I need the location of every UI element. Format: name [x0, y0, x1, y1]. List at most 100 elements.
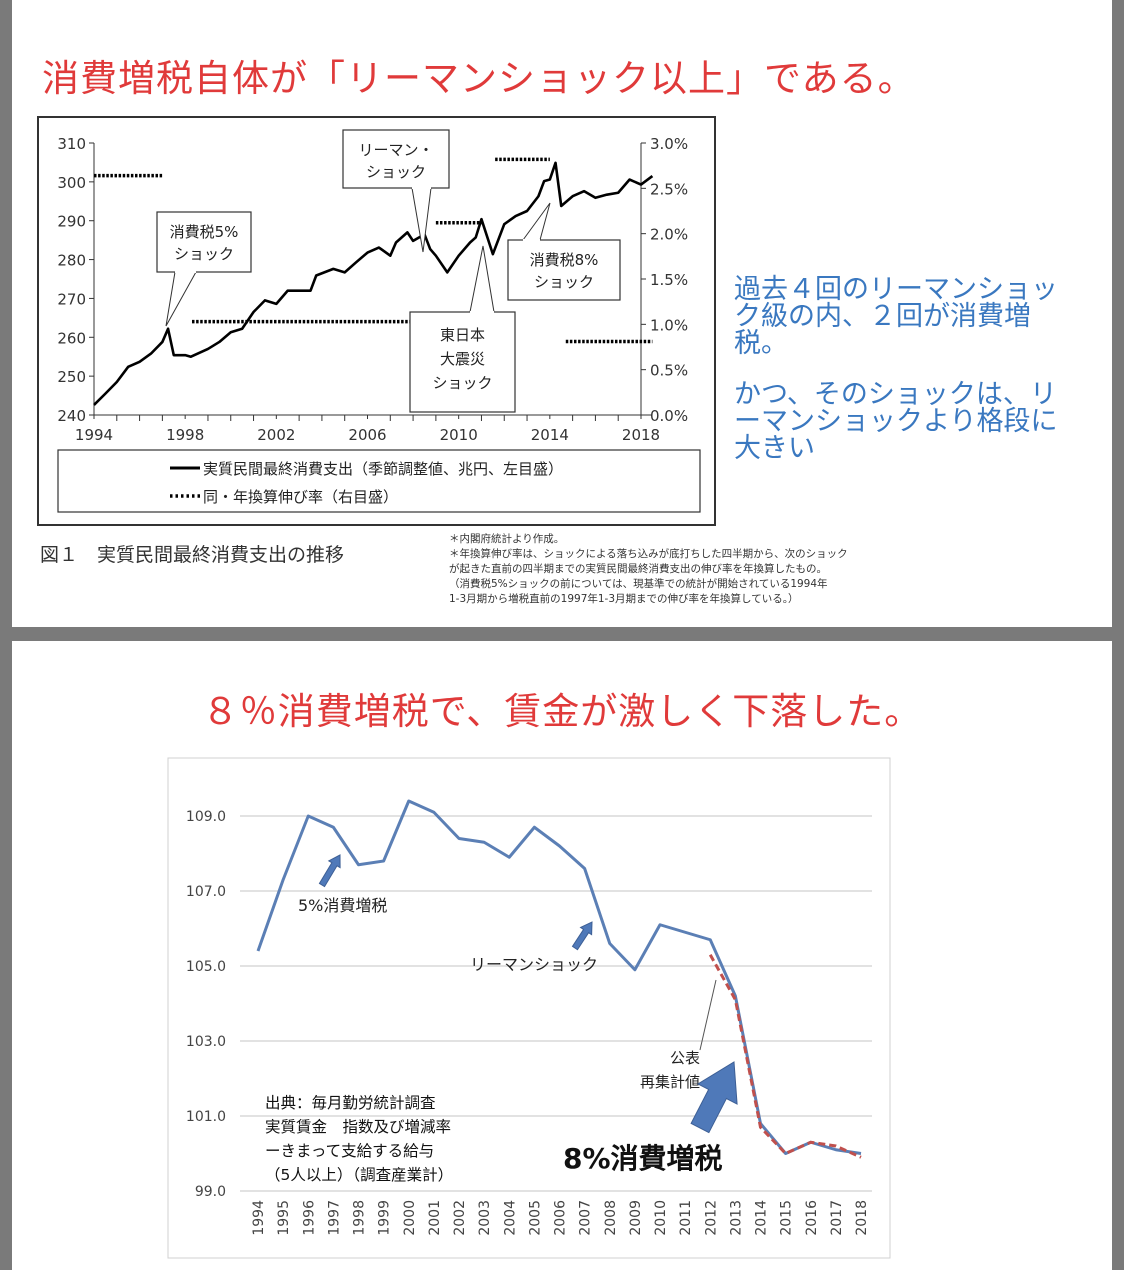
source-line: （5人以上）（調査産業計）	[265, 1166, 454, 1184]
x-tick-label: 1996	[301, 1200, 317, 1236]
y-left-tick-label: 290	[57, 213, 86, 231]
y-tick-label: 105.0	[186, 959, 226, 975]
vat5-arrow-icon	[318, 854, 341, 888]
x-tick-label: 2015	[779, 1200, 795, 1236]
lehman-label: リーマンショック	[470, 955, 598, 974]
vat5-shock-label: ショック	[174, 245, 234, 263]
x-tick-label: 2001	[427, 1200, 443, 1236]
vat8-shock-label: 消費税8%	[530, 251, 599, 269]
y-tick-label: 109.0	[186, 809, 226, 825]
bottom-title: ８％消費増税で、賃金が激しく下落した。	[201, 690, 923, 733]
x-tick-label: 2014	[754, 1200, 770, 1236]
vat8-shock-box	[507, 239, 621, 301]
x-tick-label: 2012	[703, 1200, 719, 1236]
y-tick-label: 103.0	[186, 1034, 226, 1050]
x-tick-label: 2010	[440, 426, 478, 444]
figure-caption: 図１ 実質民間最終消費支出の推移	[40, 544, 345, 566]
vat5-label: 5%消費増税	[298, 896, 387, 915]
vat5-shock-box	[156, 211, 252, 273]
x-tick-label: 2018	[854, 1200, 870, 1236]
x-tick-label: 2017	[829, 1200, 845, 1236]
source-line: ーきまって支給する給与	[265, 1142, 435, 1160]
vat5-shock-pointer	[165, 271, 197, 327]
x-tick-label: 2014	[531, 426, 569, 444]
x-tick-label: 2007	[578, 1200, 594, 1236]
bottom-panel: ８％消費増税で、賃金が激しく下落した。 99.0 101.0 103.0 105.0 1…	[12, 641, 1112, 1270]
x-tick-label: 1998	[352, 1200, 368, 1236]
note-line: ＊年換算伸び率は、ショックによる落ち込みが底打ちした四半期から、次のショック	[449, 548, 848, 560]
legend-box	[57, 449, 701, 513]
y-left-tick-label: 300	[57, 174, 86, 192]
x-tick-label: 2009	[628, 1200, 644, 1236]
y-left-tick-label: 280	[57, 252, 86, 270]
source-line: 実質賃金 指数及び増減率	[265, 1118, 452, 1136]
vat5-shock-label: 消費税5%	[170, 223, 239, 241]
lehman-shock-box	[342, 129, 450, 189]
x-tick-label: 1998	[166, 426, 204, 444]
y-tick-label: 107.0	[186, 884, 226, 900]
x-tick-label: 1994	[251, 1200, 267, 1236]
vat8-shock-pointer	[522, 202, 551, 241]
x-tick-label: 1999	[377, 1200, 393, 1236]
figure-notes: ＊内閣府統計より作成。 ＊年換算伸び率は、ショックによる落ち込みが底打ちした四半…	[449, 532, 848, 607]
x-tick-label: 2016	[804, 1200, 820, 1236]
lehman-shock-label: リーマン・	[358, 141, 433, 159]
top-panel: 消費増税自体が「リーマンショック以上」である。 240 250 260 270 280 2…	[12, 0, 1112, 627]
y-tick-label: 101.0	[186, 1109, 226, 1125]
lehman-shock-label: ショック	[366, 163, 426, 181]
consumption-line	[93, 161, 654, 406]
side-note: 過去４回のリーマンショック級の内、２回が消費増税。 かつ、そのショックは、リーマ…	[734, 276, 1064, 486]
x-tick-label: 2013	[728, 1200, 744, 1236]
x-tick-label: 2011	[678, 1200, 694, 1236]
published-label: 公表	[670, 1049, 700, 1067]
side-note-1: 過去４回のリーマンショック級の内、２回が消費増税。	[734, 274, 1058, 359]
lehman-arrow-icon	[571, 921, 593, 951]
x-tick-label: 2018	[622, 426, 660, 444]
y-right-tick-label: 3.0%	[650, 135, 688, 153]
quake-shock-label: 東日本	[440, 326, 485, 344]
y-left-tick-label: 240	[57, 407, 86, 425]
x-tick-label: 1995	[276, 1200, 292, 1236]
x-tick-label: 2002	[257, 426, 295, 444]
x-tick-label: 2010	[653, 1200, 669, 1236]
note-line: ＊内閣府統計より作成。	[449, 533, 565, 545]
y-right-tick-label: 2.5%	[650, 180, 688, 198]
top-title: 消費増税自体が「リーマンショック以上」である。	[42, 57, 916, 100]
chart-frame	[37, 116, 716, 526]
quake-shock-label: 大震災	[440, 350, 485, 368]
x-tick-label: 2004	[502, 1200, 518, 1236]
note-line: が起きた直前の四半期までの実質民間最終消費支出の伸び率を年換算したもの。	[449, 563, 827, 575]
y-left-tick-label: 250	[57, 368, 86, 386]
source-note: 出典：毎月勤労統計調査 実質賃金 指数及び増減率 ーきまって支給する給与 （5人…	[265, 1091, 453, 1187]
quake-shock-pointer	[469, 245, 495, 313]
y-left-tick-label: 310	[57, 135, 86, 153]
vat8-label: 8%消費増税	[563, 1142, 723, 1175]
recount-label: 再集計値	[640, 1073, 700, 1091]
y-right-tick-label: 0.5%	[650, 362, 688, 380]
consumption-chart: 240 250 260 270 280 290 300 310 0.0% 0.5% 1.0% 1.5%…	[37, 116, 716, 526]
x-tick-label: 2000	[402, 1200, 418, 1236]
x-tick-label: 2005	[527, 1200, 543, 1236]
side-note-2: かつ、そのショックは、リーマンショックより格段に大きい	[734, 379, 1058, 464]
note-line: 1-3月期から増税直前の1997年1-3月期までの伸び率を年換算している。）	[449, 593, 799, 605]
x-tick-label: 1994	[75, 426, 113, 444]
y-left-tick-label: 260	[57, 329, 86, 347]
quake-shock-box	[409, 311, 516, 413]
recounted-wage-line	[708, 954, 862, 1159]
y-tick-label: 99.0	[195, 1184, 226, 1200]
chart-frame	[167, 757, 891, 1259]
quake-shock-label: ショック	[432, 374, 492, 392]
vat8-arrow-icon	[690, 1061, 738, 1134]
note-line: （消費税5%ショックの前については、現基準での統計が開始されている1994年	[449, 578, 828, 590]
y-right-tick-label: 1.5%	[650, 271, 688, 289]
source-line: 出典：毎月勤労統計調査	[265, 1094, 436, 1112]
legend-label: 同・年換算伸び率（右目盛）	[203, 488, 398, 506]
x-tick-label: 2006	[553, 1200, 569, 1236]
x-tick-label: 2006	[348, 426, 386, 444]
x-tick-label: 2003	[477, 1200, 493, 1236]
y-right-tick-label: 1.0%	[650, 316, 688, 334]
legend-label: 実質民間最終消費支出（季節調整値、兆円、左目盛）	[203, 460, 563, 478]
y-right-tick-label: 2.0%	[650, 226, 688, 244]
x-tick-label: 2008	[603, 1200, 619, 1236]
vat8-shock-label: ショック	[534, 273, 594, 291]
